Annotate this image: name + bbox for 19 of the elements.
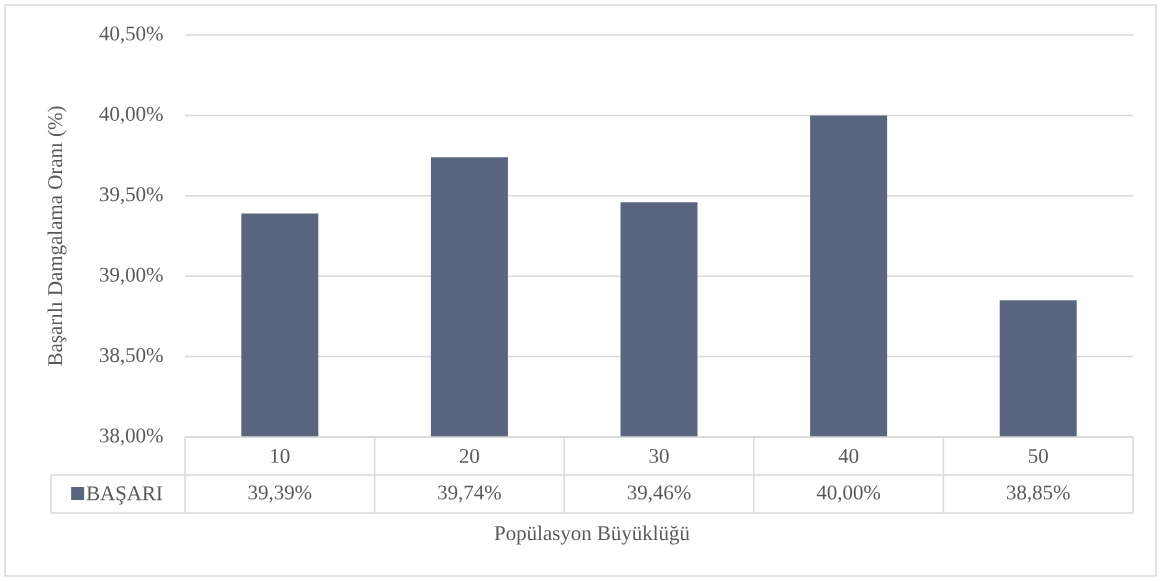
legend-label: BAŞARI	[86, 486, 163, 505]
x-tick-label: 40	[838, 448, 859, 464]
data-label: 40,00%	[816, 485, 881, 503]
data-label: 39,39%	[248, 485, 312, 503]
data-label: 39,46%	[627, 485, 691, 503]
y-tick-label: 39,00%	[99, 267, 163, 285]
x-axis-title: Popülasyon Büyüklüğü	[494, 525, 690, 545]
y-tick-label: 39,50%	[99, 187, 163, 205]
y-axis-title: Başarılı Damgalama Oranı (%)	[47, 106, 67, 366]
x-tick-label: 50	[1028, 448, 1048, 464]
data-label: 39,74%	[438, 485, 501, 503]
y-tick-label: 38,00%	[99, 428, 163, 446]
x-tick-label: 20	[459, 448, 480, 464]
x-tick-label: 30	[649, 448, 669, 464]
y-tick-label: 40,50%	[99, 26, 163, 44]
x-tick-label: 10	[271, 448, 290, 464]
data-label: 38,85%	[1006, 485, 1070, 503]
y-tick-label: 38,50%	[99, 348, 163, 366]
y-tick-label: 40,00%	[99, 106, 163, 124]
